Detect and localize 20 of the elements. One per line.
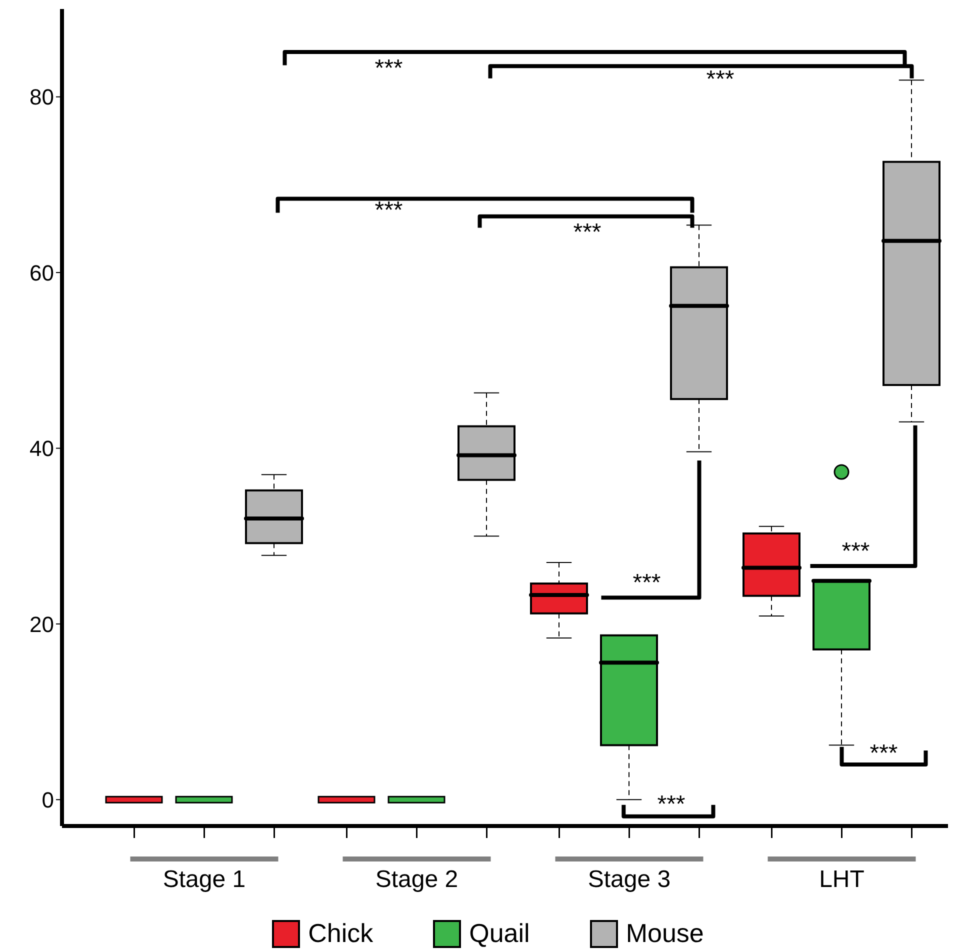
x-tick-label: LHT [819, 866, 865, 893]
x-tick-label: Stage 3 [588, 866, 671, 893]
legend-label: Quail [469, 918, 530, 949]
annotation: *** [374, 197, 403, 224]
legend-label: Mouse [626, 918, 704, 949]
x-tick-label: Stage 2 [375, 866, 458, 893]
y-tick-label: 60 [30, 260, 54, 286]
y-tick-label: 80 [30, 84, 54, 110]
x-tick-label: Stage 1 [162, 866, 246, 893]
annotation: *** [632, 570, 661, 597]
annotation: *** [374, 54, 403, 82]
y-tick-label: 0 [42, 787, 54, 812]
annotation: *** [657, 790, 686, 818]
legend-label: Chick [308, 918, 374, 949]
annotation: *** [870, 740, 898, 767]
y-tick-label: 20 [30, 612, 54, 637]
y-tick-label: 40 [30, 436, 54, 462]
annotation: *** [706, 66, 734, 94]
annotation: *** [842, 538, 870, 565]
annotation: *** [573, 219, 602, 246]
